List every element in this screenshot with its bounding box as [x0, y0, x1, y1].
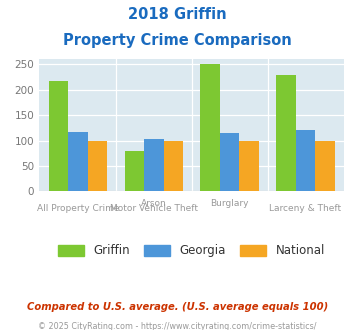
Bar: [201, 64, 220, 191]
Bar: [239, 141, 259, 191]
Bar: [296, 130, 315, 191]
Bar: [49, 81, 68, 191]
Bar: [88, 141, 107, 191]
Bar: [144, 139, 164, 191]
Text: Motor Vehicle Theft: Motor Vehicle Theft: [110, 204, 198, 213]
Bar: [315, 141, 335, 191]
Text: Compared to U.S. average. (U.S. average equals 100): Compared to U.S. average. (U.S. average …: [27, 302, 328, 312]
Text: Larceny & Theft: Larceny & Theft: [269, 204, 342, 213]
Bar: [220, 133, 239, 191]
Text: Burglary: Burglary: [211, 199, 249, 208]
Bar: [276, 75, 296, 191]
Text: All Property Crime: All Property Crime: [37, 204, 119, 213]
Bar: [164, 141, 183, 191]
Text: Arson: Arson: [141, 199, 166, 208]
Bar: [68, 132, 88, 191]
Text: Property Crime Comparison: Property Crime Comparison: [63, 33, 292, 48]
Bar: [125, 151, 144, 191]
Text: 2018 Griffin: 2018 Griffin: [128, 7, 227, 21]
Legend: Griffin, Georgia, National: Griffin, Georgia, National: [54, 240, 330, 262]
Text: © 2025 CityRating.com - https://www.cityrating.com/crime-statistics/: © 2025 CityRating.com - https://www.city…: [38, 322, 317, 330]
